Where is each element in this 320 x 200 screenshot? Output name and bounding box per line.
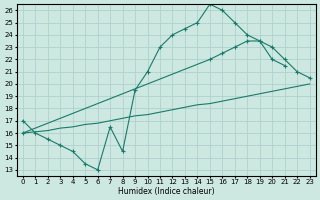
X-axis label: Humidex (Indice chaleur): Humidex (Indice chaleur)	[118, 187, 214, 196]
